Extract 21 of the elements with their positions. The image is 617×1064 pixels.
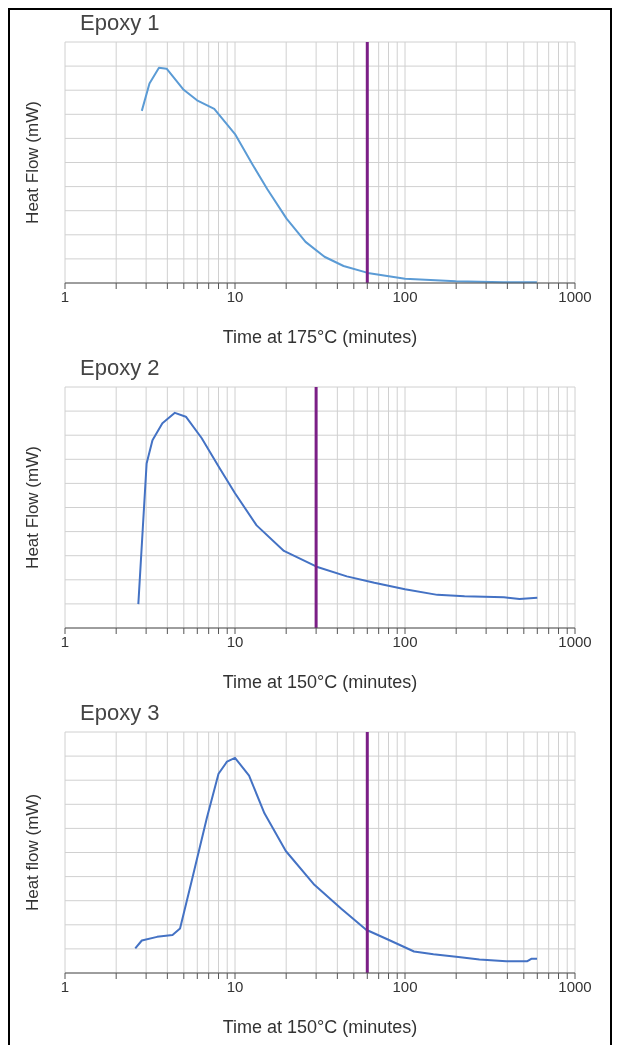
x-tick-label: 1000 — [558, 632, 592, 650]
y-axis-title: Heat Flow (mW) — [23, 446, 43, 569]
x-tick-label: 100 — [392, 977, 418, 995]
y-axis-title: Heat Flow (mW) — [23, 101, 43, 224]
chart-title: Epoxy 2 — [80, 355, 160, 381]
x-tick-label: 1 — [60, 287, 70, 305]
x-tick-label: 1000 — [558, 287, 592, 305]
x-tick-label: 100 — [392, 632, 418, 650]
x-tick-label: 100 — [392, 287, 418, 305]
x-tick-label: 10 — [226, 977, 244, 995]
x-tick-label: 10 — [226, 287, 244, 305]
x-tick-label: 1000 — [558, 977, 592, 995]
x-tick-label: 10 — [226, 632, 244, 650]
x-tick-label: 1 — [60, 632, 70, 650]
x-axis-title: Time at 150°C (minutes) — [222, 1017, 418, 1037]
x-tick-label: 1 — [60, 977, 70, 995]
x-axis-title: Time at 150°C (minutes) — [222, 672, 418, 692]
x-axis-title: Time at 175°C (minutes) — [222, 327, 418, 347]
chart-title: Epoxy 1 — [80, 10, 160, 36]
chart-title: Epoxy 3 — [80, 700, 160, 726]
y-axis-title: Heat flow (mW) — [23, 793, 43, 912]
